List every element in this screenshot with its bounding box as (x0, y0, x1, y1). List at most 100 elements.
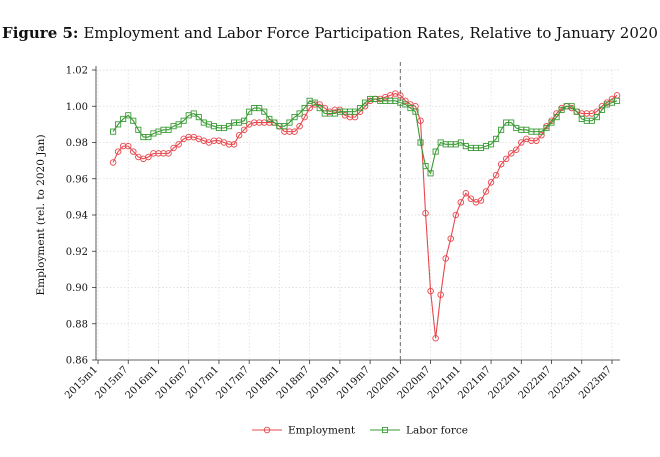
series-line (112, 92, 618, 339)
gridlines (92, 69, 620, 364)
data-point (558, 106, 565, 113)
data-point (498, 126, 505, 133)
legend-item-employment: Employment (252, 425, 356, 437)
legend-marker (263, 426, 271, 434)
data-point (533, 137, 540, 144)
data-point (291, 128, 298, 135)
data-point (457, 199, 465, 206)
data-point (613, 97, 621, 104)
data-point (291, 114, 298, 121)
data-point (240, 126, 248, 134)
data-point (402, 101, 409, 108)
data-point (175, 121, 182, 128)
data-point (482, 188, 490, 195)
data-point (241, 117, 248, 124)
data-point (119, 142, 127, 150)
series-labor-force (110, 95, 621, 177)
data-point (493, 135, 500, 142)
legend-item-labor-force: Labor force (370, 425, 468, 437)
y-axis-title: Employment (rel. to 2020 Jan) (35, 134, 47, 295)
data-point (296, 122, 303, 130)
data-point (130, 117, 137, 124)
data-point (120, 115, 127, 122)
data-point (362, 99, 369, 106)
data-point (492, 171, 500, 179)
data-point (467, 195, 475, 202)
series-group (109, 90, 621, 342)
data-point (432, 148, 439, 155)
axes (95, 66, 620, 361)
data-point (170, 144, 177, 152)
y-tick-labels: 0.86 0.88 0.90 0.92 0.94 0.96 0.98 1.00 1.02 (66, 66, 88, 367)
data-point (135, 126, 142, 133)
data-point (447, 235, 454, 242)
data-point (286, 119, 293, 126)
data-point (427, 170, 434, 177)
data-point (613, 92, 621, 99)
figure-title: Figure 5: Employment and Labor Force Part… (0, 24, 660, 42)
data-point (190, 110, 197, 117)
series-employment (109, 90, 621, 342)
y-tick-label: 0.98 (66, 138, 88, 149)
data-point (165, 150, 172, 157)
data-point (301, 113, 308, 121)
data-point (266, 115, 273, 122)
data-point (513, 146, 520, 153)
data-point (488, 141, 495, 148)
data-point (281, 123, 288, 130)
series-line (112, 98, 618, 175)
data-point (250, 119, 258, 126)
data-point (175, 141, 182, 148)
data-point (145, 134, 152, 141)
data-point (271, 119, 278, 126)
data-point (422, 163, 429, 170)
legend: Employment Labor force (252, 425, 468, 437)
legend-label: Employment (288, 425, 356, 437)
data-point (457, 139, 464, 146)
data-point (316, 105, 323, 112)
data-point (160, 150, 167, 157)
data-point (407, 105, 414, 112)
legend-marker (381, 426, 389, 434)
data-point (397, 92, 404, 99)
data-point (417, 117, 424, 124)
y-tick-label: 1.00 (66, 102, 88, 113)
data-point (246, 108, 253, 115)
data-point (553, 114, 560, 121)
data-point (256, 119, 263, 126)
data-point (165, 126, 172, 133)
data-point (296, 110, 303, 117)
data-point (225, 141, 233, 148)
data-point (518, 139, 525, 146)
data-point (543, 124, 550, 132)
data-point (538, 128, 545, 135)
data-point (195, 114, 202, 121)
data-point (432, 335, 439, 342)
data-point (124, 142, 132, 150)
data-point (110, 128, 117, 135)
data-point (462, 189, 470, 197)
y-tick-label: 0.90 (66, 283, 88, 294)
data-point (497, 160, 505, 168)
y-tick-label: 0.86 (66, 356, 88, 367)
y-tick-label: 0.92 (66, 247, 88, 258)
data-point (125, 112, 132, 119)
figure-label: Figure 5: (2, 24, 79, 42)
x-tick-labels: 2015m12015m72016m12016m72017m12017m72018… (63, 364, 614, 401)
data-point (568, 103, 575, 110)
data-point (130, 148, 137, 155)
data-point (437, 291, 444, 299)
data-point (145, 153, 152, 161)
data-point (235, 131, 243, 139)
data-point (114, 148, 122, 155)
y-tick-label: 1.02 (66, 66, 88, 77)
data-point (256, 105, 263, 112)
data-point (502, 155, 510, 163)
data-point (230, 141, 238, 148)
data-point (286, 128, 293, 135)
data-point (452, 211, 460, 219)
data-point (301, 105, 308, 112)
data-point (573, 108, 580, 115)
data-point (477, 197, 485, 204)
data-point (417, 139, 424, 146)
